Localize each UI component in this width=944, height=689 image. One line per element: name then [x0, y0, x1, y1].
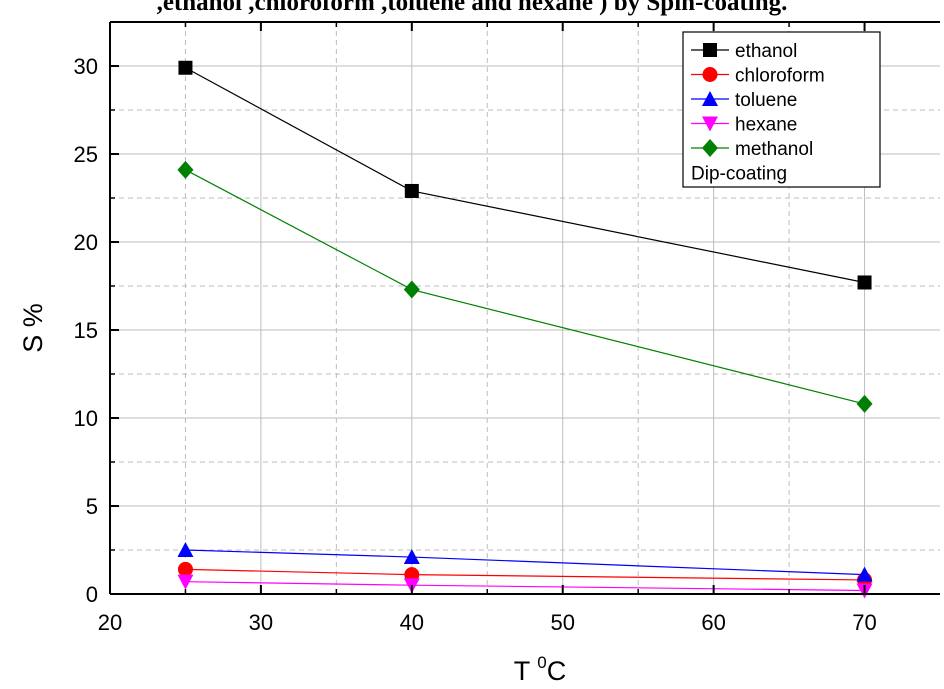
chart-title: ,ethanol ,chloroform ,toluene and hexane… — [156, 0, 788, 16]
x-tick-label: 30 — [249, 610, 273, 635]
axes — [109, 21, 940, 595]
x-tick-label: 50 — [550, 610, 574, 635]
y-axis-label: S % — [18, 303, 48, 353]
data-point-toluene — [856, 566, 873, 582]
legend-marker-chloroform — [702, 67, 718, 82]
legend-box — [682, 31, 881, 188]
legend-label-toluene: toluene — [735, 90, 797, 111]
x-tick-label: 70 — [852, 610, 876, 635]
grid-lines — [109, 22, 940, 595]
y-tick-label: 0 — [86, 582, 98, 607]
legend-note: Dip-coating — [691, 164, 787, 185]
legend-marker-ethanol — [703, 43, 717, 57]
x-tick-label: 20 — [98, 610, 122, 635]
legend: ethanol chloroform toluene hexane methanol Di… — [682, 31, 881, 188]
data-point-methanol — [856, 394, 873, 413]
y-tick-label: 10 — [74, 406, 98, 431]
legend-label-ethanol: ethanol — [735, 41, 797, 62]
x-axis-label: T 0C — [514, 653, 566, 686]
data-point-toluene — [177, 542, 194, 557]
tick-labels: 20 30 40 50 60 70 0 5 10 15 20 25 30 — [74, 54, 877, 635]
data-point-toluene — [403, 549, 420, 565]
legend-label-chloroform: chloroform — [735, 66, 825, 87]
data-point-chloroform — [177, 561, 193, 577]
y-tick-label: 20 — [74, 230, 98, 255]
legend-label-methanol: methanol — [735, 139, 813, 160]
series-line-hexane — [185, 581, 865, 592]
legend-marker-toluene — [702, 91, 718, 106]
y-tick-label: 25 — [74, 142, 98, 167]
legend-marker-hexane — [702, 116, 718, 132]
x-tick-label: 60 — [701, 610, 725, 635]
data-point-hexane — [177, 574, 194, 590]
legend-label-hexane: hexane — [735, 115, 797, 136]
y-tick-label: 30 — [74, 54, 98, 79]
series-line-methanol — [185, 169, 865, 405]
x-tick-label: 40 — [400, 610, 424, 635]
series-line-toluene — [185, 549, 865, 576]
data-point-ethanol — [178, 60, 193, 75]
data-point-ethanol — [857, 275, 872, 290]
data-point-ethanol — [404, 183, 419, 198]
data-point-methanol — [177, 160, 194, 179]
y-tick-label: 15 — [74, 318, 98, 343]
data-point-methanol — [403, 280, 420, 299]
legend-marker-methanol — [702, 139, 718, 157]
y-tick-label: 5 — [86, 494, 98, 519]
